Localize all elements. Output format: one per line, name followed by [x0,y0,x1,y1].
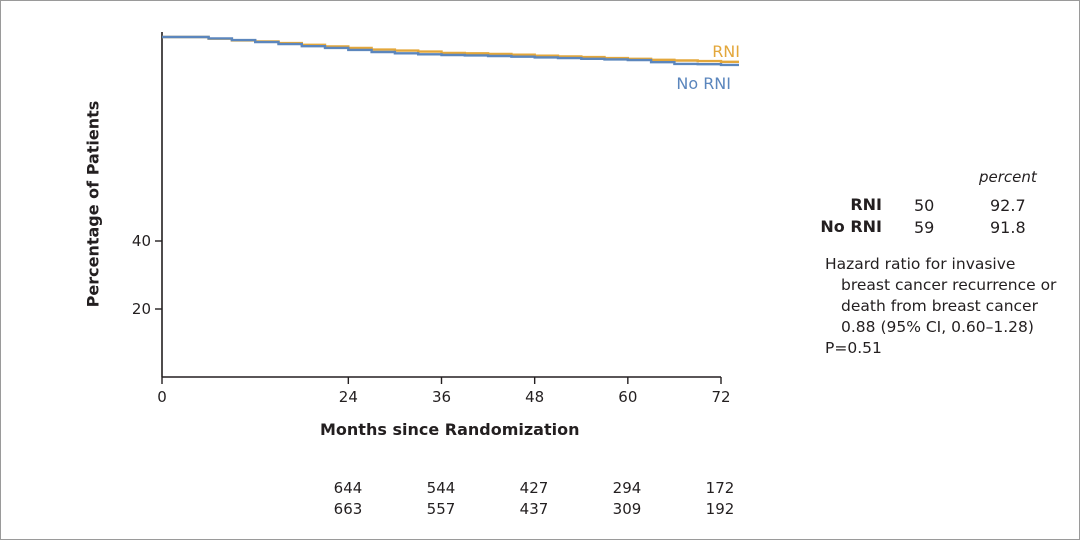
at-risk-no-rni-72: 192 [705,500,735,518]
hazard-note-line-3: death from breast cancer [841,297,1038,315]
x-tick-label-48: 48 [525,388,544,406]
y-tick-label-20: 20 [132,300,151,318]
table-row-rni-group: RNI [850,195,882,214]
at-risk-no-rni-48: 437 [519,500,549,518]
at-risk-no-rni-24: 663 [333,500,363,518]
hazard-ratio-note: Hazard ratio for invasive breast cancer … [825,254,1075,359]
x-tick-label-72: 72 [711,388,730,406]
x-tick-label-24: 24 [339,388,358,406]
x-axis-label: Months since Randomization [320,420,580,439]
at-risk-rni-72: 172 [705,479,735,497]
legend-label-rni: RNI [712,42,740,61]
x-tick-label-36: 36 [432,388,451,406]
legend-label-no-rni: No RNI [676,74,731,93]
hazard-note-line-2: breast cancer recurrence or [841,276,1057,294]
at-risk-rni-24: 644 [333,479,363,497]
curve-no-rni [162,35,739,67]
table-row-rni-percent: 92.7 [990,196,1026,215]
hazard-note-line-4: 0.88 (95% CI, 0.60–1.28) [841,318,1034,336]
p-value: P=0.51 [825,339,882,357]
at-risk-rni-60: 294 [612,479,642,497]
table-row-rni-events: 50 [914,196,935,215]
table-header-percent: percent [979,168,1037,186]
at-risk-no-rni-60: 309 [612,500,642,518]
at-risk-rni-48: 427 [519,479,549,497]
hazard-note-line-1: Hazard ratio for invasive [825,255,1016,273]
table-row-no-rni-events: 59 [914,218,935,237]
at-risk-rni-36: 544 [426,479,456,497]
at-risk-no-rni-36: 557 [426,500,456,518]
x-tick-label-0: 0 [157,388,167,406]
table-row-no-rni-percent: 91.8 [990,218,1026,237]
x-tick-label-60: 60 [618,388,637,406]
table-row-no-rni-group: No RNI [820,217,882,236]
y-tick-label-40: 40 [132,232,151,250]
y-axis-label: Percentage of Patients [83,100,103,308]
